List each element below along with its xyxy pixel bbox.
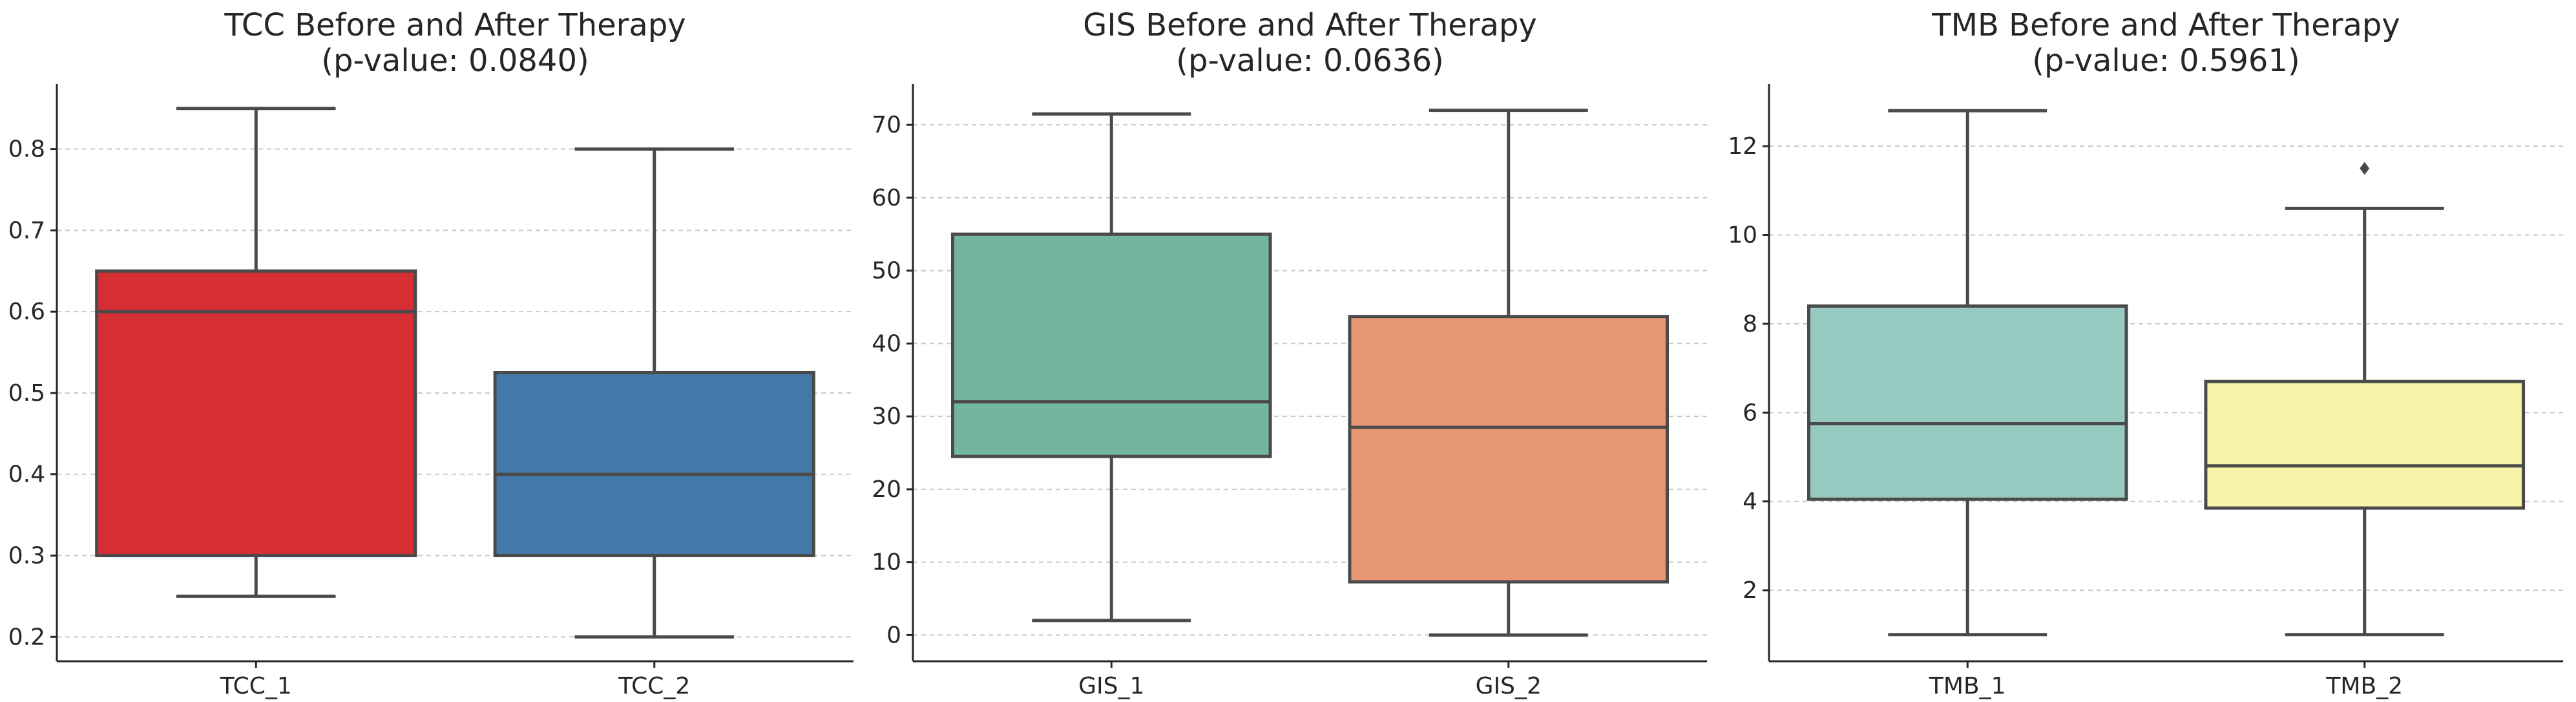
y-tick-label: 8	[1743, 311, 1757, 337]
iqr-box	[1348, 315, 1670, 584]
iqr-box	[950, 232, 1272, 458]
box-TMB_1	[1806, 109, 2128, 637]
y-tick-label: 0.4	[8, 462, 45, 488]
x-tick-label: TMB_2	[2325, 673, 2403, 699]
x-tick-label: TMB_1	[1929, 673, 2006, 699]
y-tick-label: 0.7	[8, 217, 45, 244]
y-tick-label: 12	[1728, 133, 1757, 160]
iqr-box	[2204, 379, 2526, 510]
chart-subtitle: (p-value: 0.0636)	[1176, 43, 1443, 79]
chart-panel-2: 0 10 20 30 40 50 60 70 GIS_1 GIS_2 GIS Before and …	[872, 7, 1707, 699]
box-GIS_2	[1348, 109, 1670, 637]
chart-title: TCC Before and After Therapy	[224, 7, 686, 43]
y-tick-label: 30	[872, 403, 901, 430]
x-tick-label: TCC_2	[618, 673, 690, 699]
y-tick-label: 0.2	[8, 624, 45, 650]
y-tick-label: 6	[1743, 399, 1757, 426]
y-tick-label: 60	[872, 185, 901, 211]
box-TMB_2	[2204, 162, 2526, 637]
box-TCC_2	[493, 147, 815, 639]
y-tick-label: 0.5	[8, 380, 45, 407]
chart-panel-3: 2 4 6 8 10 12 TMB_1 TMB_2 TMB Before and After T…	[1728, 7, 2563, 699]
y-tick-label: 50	[872, 258, 901, 284]
x-tick-label: GIS_2	[1476, 673, 1542, 699]
y-tick-label: 0.8	[8, 136, 45, 163]
y-tick-label: 4	[1743, 489, 1757, 515]
y-tick-label: 20	[872, 476, 901, 503]
x-tick-label: TCC_1	[220, 673, 292, 699]
iqr-box	[1806, 304, 2128, 501]
y-tick-label: 2	[1743, 577, 1757, 604]
y-tick-label: 0	[886, 622, 901, 648]
box-GIS_1	[950, 112, 1272, 622]
iqr-box	[493, 371, 815, 557]
y-tick-label: 40	[872, 330, 901, 357]
chart-title: GIS Before and After Therapy	[1083, 7, 1537, 43]
chart-subtitle: (p-value: 0.0840)	[321, 43, 589, 79]
y-tick-label: 10	[872, 549, 901, 576]
outlier-point	[2360, 162, 2370, 175]
y-tick-label: 0.3	[8, 542, 45, 569]
chart-title: TMB Before and After Therapy	[1931, 7, 2400, 43]
y-tick-label: 0.6	[8, 299, 45, 325]
chart-panel-1: 0.2 0.3 0.4 0.5 0.6 0.7 0.8 TCC_1 TCC_2 TCC Befor…	[8, 7, 853, 699]
y-tick-label: 70	[872, 112, 901, 138]
chart-subtitle: (p-value: 0.5961)	[2032, 43, 2299, 79]
x-tick-label: GIS_1	[1078, 673, 1144, 699]
box-TCC_1	[95, 107, 417, 598]
y-tick-label: 10	[1728, 222, 1757, 249]
iqr-box	[95, 269, 417, 557]
